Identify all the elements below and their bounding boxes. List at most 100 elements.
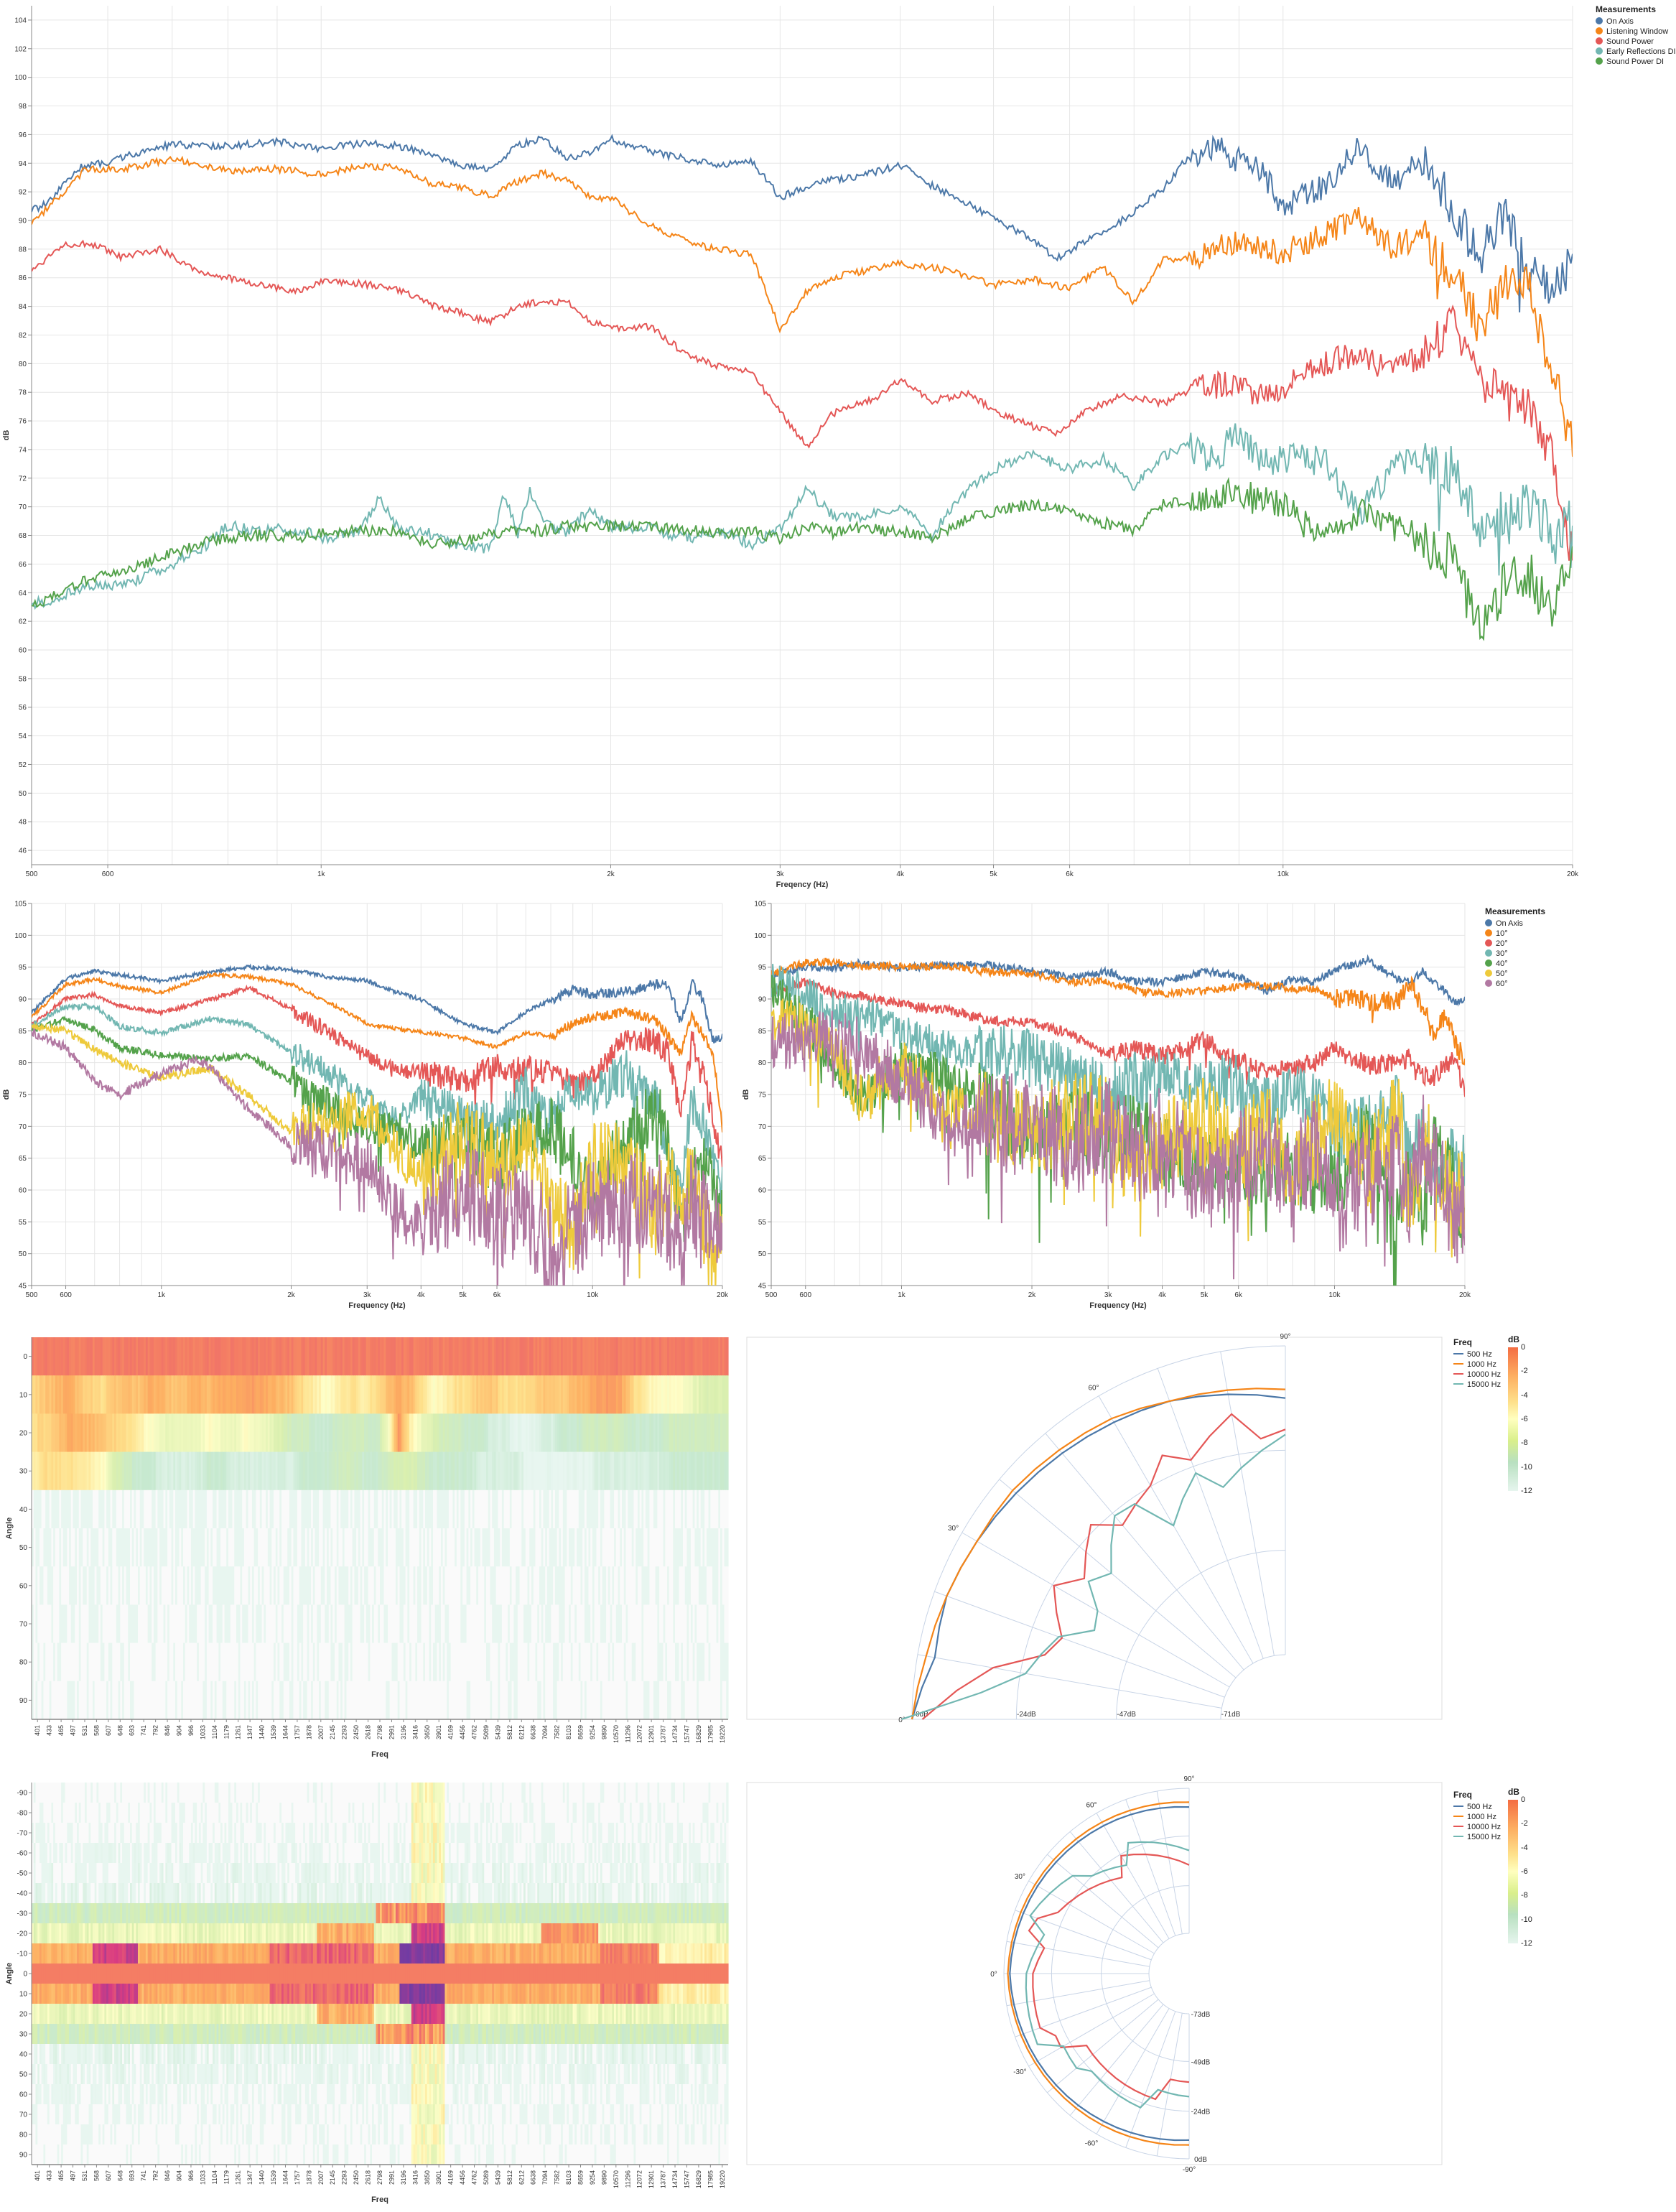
heatmap-cell <box>508 1803 511 1823</box>
heatmap-cell <box>455 1604 457 1643</box>
heatmap-cell <box>386 1604 388 1643</box>
heatmap-cell <box>309 1642 312 1682</box>
heatmap-cell <box>425 1337 428 1376</box>
heatmap-cell <box>606 1490 609 1529</box>
heatmap-cell <box>401 1681 404 1720</box>
heatmap-cell <box>297 1604 300 1643</box>
heatmap-cell <box>47 1681 50 1720</box>
heatmap-cell <box>480 1566 483 1605</box>
heatmap-cell <box>139 1604 143 1643</box>
heatmap-cell <box>147 1528 151 1567</box>
heatmap-cell <box>712 1783 715 1803</box>
heatmap-cell <box>482 1823 485 1844</box>
heatmap-cell <box>130 1823 133 1844</box>
y-tick-label: 105 <box>14 901 27 908</box>
heatmap-cell <box>152 1375 154 1414</box>
heatmap-cell <box>570 1451 574 1491</box>
heatmap-cell <box>606 1528 609 1567</box>
heatmap-cell <box>455 1642 457 1682</box>
heatmap-cell <box>328 1375 332 1414</box>
heatmap-cell <box>372 1528 375 1567</box>
heatmap-cell <box>53 1566 56 1605</box>
heatmap-cell <box>98 1337 101 1376</box>
heatmap-cell <box>594 1803 597 1823</box>
heatmap-cell <box>197 1681 200 1720</box>
heatmap-cell <box>399 1413 402 1452</box>
heatmap-cell <box>478 1823 481 1844</box>
heatmap-cell <box>364 1375 367 1414</box>
heatmap-cell <box>401 1413 404 1452</box>
heatmap-cell <box>478 1528 481 1567</box>
heatmap-cell <box>625 1451 628 1491</box>
heatmap-cell <box>386 1681 388 1720</box>
heatmap-cell <box>307 1566 309 1605</box>
heatmap-cell <box>202 1783 205 1803</box>
heatmap-cell <box>230 1413 233 1452</box>
heatmap-cell <box>431 1490 434 1529</box>
heatmap-cell <box>98 1803 101 1823</box>
heatmap-cell <box>372 1681 375 1720</box>
heatmap-cell <box>240 1604 243 1643</box>
heatmap-cell <box>378 1681 381 1720</box>
heatmap-cell <box>633 1337 636 1376</box>
heatmap-cell <box>643 1566 646 1605</box>
heatmap-cell <box>70 1681 74 1720</box>
heatmap-cell <box>340 1528 343 1567</box>
heatmap-cell <box>470 1783 473 1803</box>
heatmap-cell <box>432 1451 436 1491</box>
heatmap-cell <box>161 1451 164 1491</box>
heatmap-cell <box>43 1375 46 1414</box>
heatmap-cell <box>362 1490 365 1529</box>
heatmap-cell <box>80 1490 83 1529</box>
heatmap-cell <box>112 1642 115 1682</box>
heatmap-cell <box>706 1451 709 1491</box>
heatmap-cell <box>533 1451 536 1491</box>
heatmap-cell <box>70 1803 74 1823</box>
heatmap-cell <box>395 1528 399 1567</box>
heatmap-cell <box>112 1490 115 1529</box>
heatmap-cell <box>328 1566 332 1605</box>
heatmap-cell <box>456 1681 460 1720</box>
heatmap-cell <box>637 1413 641 1452</box>
heatmap-cell <box>274 1337 276 1376</box>
heatmap-cell <box>136 1528 139 1567</box>
heatmap-cell <box>51 1783 54 1803</box>
heatmap-cell <box>478 1490 481 1529</box>
heatmap-cell <box>553 1413 556 1452</box>
heatmap-cell <box>251 1337 255 1376</box>
heatmap-cell <box>622 1803 625 1823</box>
heatmap-cell <box>214 1375 218 1414</box>
x-tick-label: 693 <box>129 1725 136 1736</box>
heatmap-cell <box>130 1803 133 1823</box>
heatmap-cell <box>364 1604 367 1643</box>
heatmap-cell <box>307 1823 309 1844</box>
heatmap-cell <box>442 1528 446 1567</box>
heatmap-cell <box>110 1803 113 1823</box>
heatmap-cell <box>118 1490 121 1529</box>
heatmap-cell <box>234 1604 237 1643</box>
heatmap-cell <box>332 1823 335 1844</box>
heatmap-cell <box>697 1566 699 1605</box>
heatmap-cell <box>448 1642 452 1682</box>
heatmap-cell <box>500 1375 503 1414</box>
heatmap-cell <box>482 1783 485 1803</box>
heatmap-cell <box>149 1337 152 1376</box>
heatmap-cell <box>328 1642 332 1682</box>
heatmap-cell <box>600 1451 603 1491</box>
heatmap-cell <box>301 1337 304 1376</box>
heatmap-cell <box>248 1528 251 1567</box>
heatmap-cell <box>90 1490 93 1529</box>
heatmap-cell <box>437 1413 439 1452</box>
heatmap-cell <box>224 1413 227 1452</box>
heatmap-cell <box>458 1823 461 1844</box>
heatmap-cell <box>232 1803 235 1823</box>
heatmap-cell <box>137 1528 141 1567</box>
heatmap-cell <box>110 1566 113 1605</box>
heatmap-cell <box>535 1803 538 1823</box>
heatmap-cell <box>663 1566 666 1605</box>
heatmap-cell <box>702 1681 705 1720</box>
heatmap-cell <box>289 1642 292 1682</box>
heatmap-cell <box>33 1803 37 1823</box>
heatmap-cell <box>264 1642 266 1682</box>
heatmap-cell <box>208 1566 211 1605</box>
